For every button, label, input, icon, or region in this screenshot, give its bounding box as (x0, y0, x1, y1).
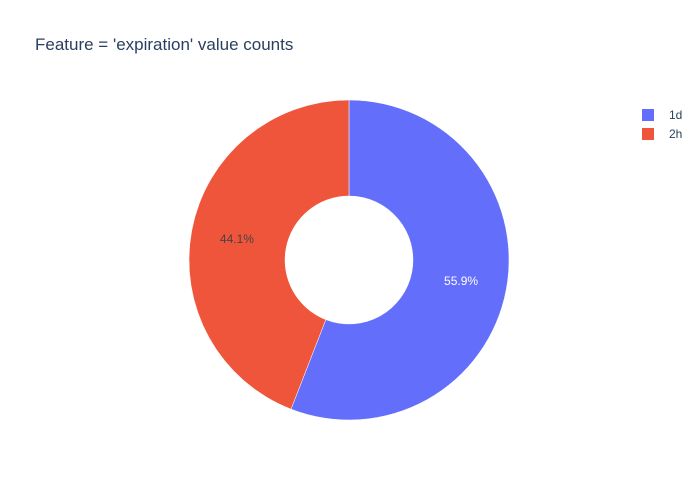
legend-label-2h: 2h (669, 127, 682, 141)
legend-item-1d[interactable]: 1d (642, 108, 682, 122)
legend-swatch-2h (642, 128, 654, 140)
legend-swatch-1d (642, 109, 654, 121)
legend-item-2h[interactable]: 2h (642, 127, 682, 141)
pie-slices (188, 99, 510, 421)
pie-slice-labels: 55.9% 44.1% (220, 232, 478, 288)
slice-percent-label-2h: 44.1% (220, 232, 254, 246)
chart-title: Feature = 'expiration' value counts (35, 35, 293, 54)
pie-slice-2h[interactable] (188, 99, 350, 410)
pie-slice-1d[interactable] (290, 99, 510, 421)
legend-label-1d: 1d (669, 108, 682, 122)
slice-percent-label-1d: 55.9% (444, 274, 478, 288)
